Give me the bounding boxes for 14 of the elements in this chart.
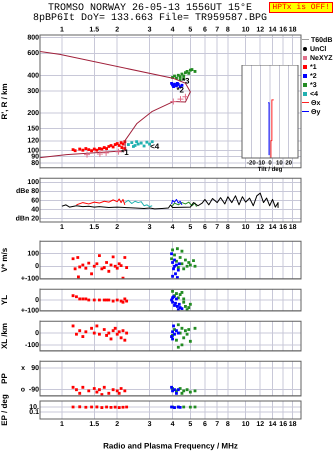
- chart-subtitle: 8pBP6It DoY= 133.663 File= TR959587.BPG: [32, 13, 268, 24]
- y-axis-title: R', R / km: [0, 83, 10, 120]
- y-axis-title: YL: [0, 294, 10, 306]
- annotation: <4: [150, 142, 160, 152]
- x-axis-title: Radio and Plasma Frequency / MHz: [103, 441, 238, 450]
- y-axis-title: EP / deg: [0, 394, 10, 426]
- text: HPTx is OFF!: [269, 2, 333, 13]
- y-axis-title: V* m/s: [0, 247, 10, 272]
- annotation: *2: [176, 85, 185, 94]
- annotation: *1: [121, 148, 130, 158]
- y-axis-title: PP: [0, 372, 10, 384]
- y-axis-title: XL /km: [0, 322, 10, 350]
- annotation: *3: [182, 76, 190, 86]
- chart-title: TROMSO NORWAY 26-05-13 1556UT 15°E: [48, 3, 252, 14]
